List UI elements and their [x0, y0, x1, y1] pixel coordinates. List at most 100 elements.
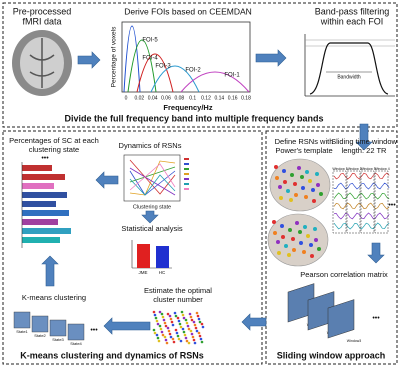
- dyn-line: [129, 163, 176, 191]
- curve-label: FOI-3: [155, 64, 171, 70]
- state-bar: [22, 174, 65, 180]
- bp-curve: [309, 42, 389, 95]
- roi-dot: [287, 253, 291, 257]
- state-bar: [22, 165, 52, 171]
- roi-dot: [312, 199, 316, 203]
- brain-detail: [29, 38, 55, 88]
- label: Define RSNs with: [275, 137, 334, 146]
- cluster-point: [193, 341, 197, 345]
- cluster-point: [192, 338, 196, 342]
- cluster-point: [174, 314, 178, 318]
- label: Pre-processed: [13, 6, 72, 16]
- legend-swatch: [184, 183, 189, 185]
- arrow-shape: [95, 171, 119, 189]
- legend-swatch: [184, 168, 189, 170]
- roi-dot: [283, 180, 287, 184]
- state-bar: [22, 228, 71, 234]
- cluster-point: [155, 333, 159, 337]
- roi-dot: [274, 165, 278, 169]
- cluster-point: [192, 320, 196, 324]
- bold-signal: [333, 172, 390, 180]
- label: Power's template: [275, 146, 332, 155]
- arrow: [241, 313, 267, 331]
- cluster-point: [184, 318, 188, 322]
- x-tick-label: 0.06: [161, 95, 171, 101]
- label: •••: [90, 327, 98, 334]
- cluster-point: [191, 335, 195, 339]
- cluster-point: [169, 335, 173, 339]
- cluster-point: [164, 324, 168, 328]
- label: Derive FOIs based on CEEMDAN: [124, 6, 252, 16]
- label: Statistical analysis: [121, 224, 183, 233]
- cluster-point: [183, 333, 187, 337]
- roi-dot: [304, 195, 308, 199]
- roi-dot: [273, 231, 277, 235]
- roi-dot: [290, 173, 294, 177]
- state-bar: [22, 219, 58, 225]
- label: length: 22 TR: [342, 146, 387, 155]
- roi-dot: [316, 183, 320, 187]
- cluster-point: [163, 335, 167, 339]
- roi-dot: [310, 254, 314, 258]
- roi-dot: [302, 250, 306, 254]
- time-window: [346, 170, 361, 234]
- bold-signal: [333, 182, 390, 190]
- label: •••: [388, 202, 396, 209]
- cluster-point: [196, 314, 200, 318]
- cluster-point: [185, 339, 189, 343]
- arrow: [355, 123, 373, 151]
- cluster-point: [168, 332, 172, 336]
- arrow-shape: [103, 317, 151, 335]
- legend-swatch: [184, 158, 189, 160]
- legend-swatch: [184, 173, 189, 175]
- cluster-point: [195, 311, 199, 315]
- cluster-point: [198, 334, 202, 338]
- cluster-point: [153, 313, 157, 317]
- cluster-point: [169, 317, 173, 321]
- arrow-shape: [255, 49, 287, 67]
- arrow: [103, 317, 151, 335]
- arrow-shape: [355, 123, 373, 151]
- label: Sliding window approach: [277, 350, 386, 360]
- cluster-point: [160, 330, 164, 334]
- cluster-point: [179, 339, 183, 343]
- cluster-point: [158, 324, 162, 328]
- label: Window 2: [346, 167, 361, 171]
- label: K-means clustering and dynamics of RSNs: [20, 350, 204, 360]
- curve-label: FOI-5: [142, 38, 158, 44]
- label: State1: [16, 329, 28, 334]
- cluster-point: [161, 333, 165, 337]
- x-tick-label: 0.12: [201, 95, 211, 101]
- roi-dot: [306, 234, 310, 238]
- dyn-line: [129, 166, 176, 183]
- arrow-shape: [367, 242, 385, 264]
- cluster-point: [152, 328, 156, 332]
- curve-label: FOI-4: [142, 56, 158, 62]
- cluster-point: [166, 326, 170, 330]
- arrow: [95, 171, 119, 189]
- state-matrix: [13, 311, 31, 329]
- label: Window 1: [332, 167, 347, 171]
- x-tick-label: 0.02: [134, 95, 144, 101]
- label: State2: [34, 333, 46, 338]
- label: K-means clustering: [22, 293, 86, 302]
- roi-dot: [272, 220, 276, 224]
- corr-matrix: [327, 299, 355, 339]
- cluster-point: [180, 310, 184, 314]
- cluster-point: [168, 314, 172, 318]
- roi-dot: [291, 237, 295, 241]
- cluster-point: [181, 313, 185, 317]
- roi-dot: [309, 243, 313, 247]
- cluster-point: [187, 327, 191, 331]
- cluster-point: [165, 341, 169, 345]
- x-tick-label: 0.16: [228, 95, 238, 101]
- curve-label: FOI-1: [224, 73, 240, 79]
- foi-curve: [136, 53, 174, 93]
- cluster-point: [171, 323, 175, 327]
- state-matrix: [31, 315, 49, 333]
- roi-dot: [319, 192, 323, 196]
- cluster-point: [197, 317, 201, 321]
- cluster-point: [162, 318, 166, 322]
- label: •••: [372, 315, 380, 322]
- cluster-point: [197, 331, 201, 335]
